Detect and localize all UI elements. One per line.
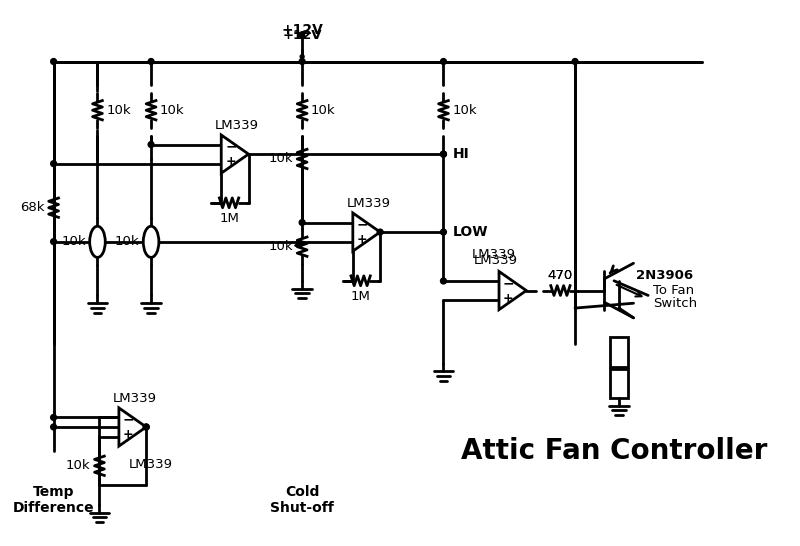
Text: −: −	[123, 412, 134, 426]
Circle shape	[441, 151, 446, 157]
Text: +: +	[123, 428, 134, 441]
Bar	[610, 337, 628, 366]
Polygon shape	[499, 271, 526, 310]
Text: +: +	[357, 233, 367, 246]
Text: 10k: 10k	[160, 104, 185, 117]
Circle shape	[50, 424, 57, 430]
Circle shape	[50, 239, 57, 245]
Text: 10k: 10k	[114, 235, 139, 248]
Circle shape	[572, 58, 578, 64]
Text: Temp
Difference: Temp Difference	[13, 485, 94, 515]
Text: To Fan: To Fan	[653, 284, 694, 297]
Circle shape	[50, 58, 57, 64]
Circle shape	[50, 161, 57, 167]
Text: LM339: LM339	[472, 248, 516, 262]
Text: LM339: LM339	[129, 458, 173, 471]
Circle shape	[299, 219, 305, 225]
Circle shape	[148, 141, 154, 147]
Text: 2N3906: 2N3906	[637, 269, 694, 282]
Text: 1M: 1M	[350, 289, 370, 302]
Circle shape	[300, 32, 305, 37]
Text: +12V: +12V	[282, 29, 322, 42]
Text: LOW: LOW	[454, 225, 489, 239]
Circle shape	[441, 151, 446, 157]
Ellipse shape	[90, 226, 106, 257]
Circle shape	[441, 229, 446, 235]
Circle shape	[50, 414, 57, 420]
Text: −: −	[225, 139, 237, 153]
Text: Switch: Switch	[653, 296, 697, 310]
Circle shape	[441, 58, 446, 64]
Text: LM339: LM339	[346, 197, 390, 210]
Text: Cold
Shut-off: Cold Shut-off	[270, 485, 334, 515]
Circle shape	[143, 424, 149, 430]
Circle shape	[148, 58, 154, 64]
Text: 68k: 68k	[20, 201, 45, 214]
Text: LM339: LM339	[474, 253, 518, 266]
Polygon shape	[119, 408, 146, 446]
Text: 10k: 10k	[66, 459, 90, 472]
Text: 10k: 10k	[269, 240, 294, 253]
Text: 1M: 1M	[219, 212, 239, 224]
Text: −: −	[357, 217, 368, 232]
Polygon shape	[222, 135, 249, 173]
Circle shape	[377, 229, 383, 235]
Text: 10k: 10k	[311, 104, 335, 117]
Circle shape	[300, 34, 305, 39]
Text: 10k: 10k	[61, 235, 86, 248]
Text: LM339: LM339	[215, 119, 259, 132]
Text: LM339: LM339	[113, 392, 157, 405]
Ellipse shape	[143, 226, 159, 257]
Text: 470: 470	[548, 269, 573, 282]
Text: 10k: 10k	[106, 104, 131, 117]
Text: HI: HI	[454, 147, 470, 161]
Circle shape	[299, 58, 305, 64]
Polygon shape	[353, 213, 380, 251]
Text: +: +	[503, 292, 514, 305]
Circle shape	[441, 278, 446, 284]
Text: +12V: +12V	[282, 22, 323, 37]
Text: 470: 470	[548, 269, 573, 282]
Text: 10k: 10k	[452, 104, 477, 117]
Text: +: +	[225, 155, 236, 168]
Text: 10k: 10k	[269, 152, 294, 165]
Circle shape	[300, 55, 304, 58]
Bar	[610, 369, 628, 397]
Text: Attic Fan Controller: Attic Fan Controller	[461, 437, 767, 465]
Text: −: −	[503, 276, 514, 290]
Circle shape	[143, 424, 149, 430]
